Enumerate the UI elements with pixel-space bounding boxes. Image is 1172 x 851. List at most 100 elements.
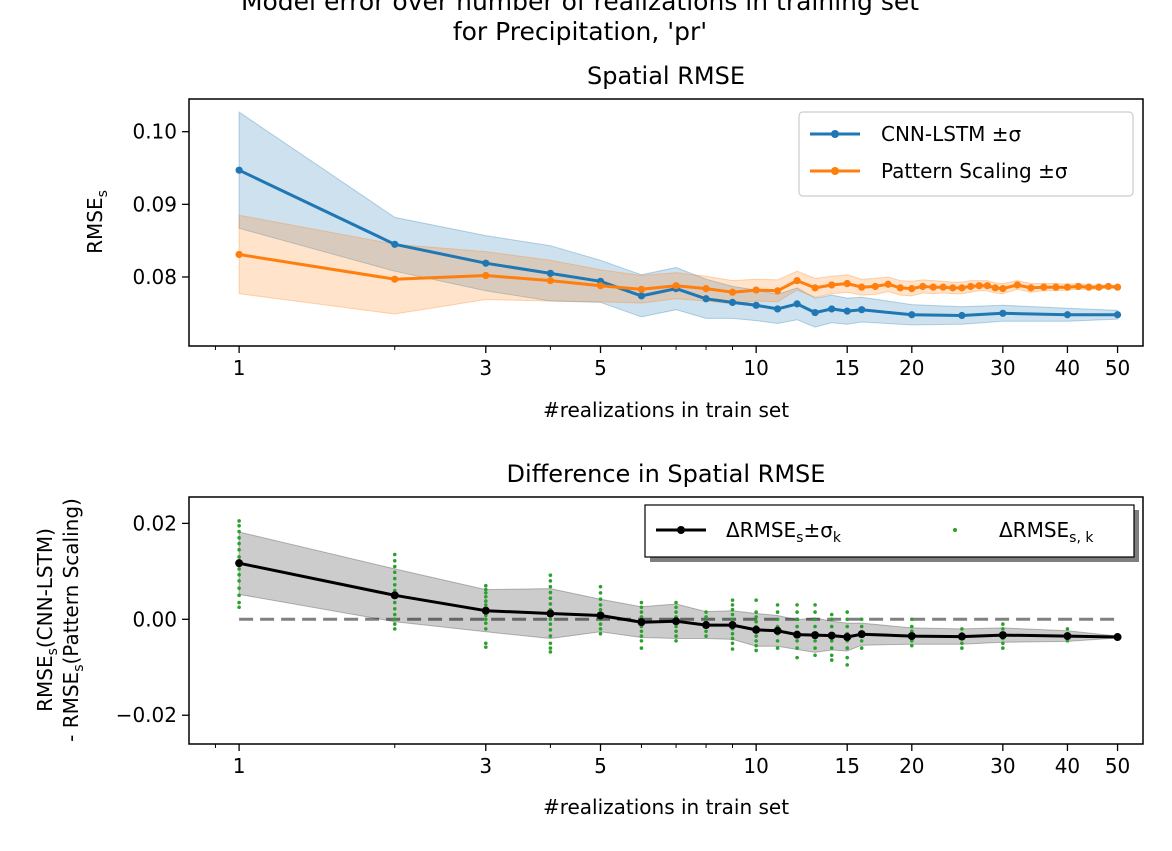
difference-line — [235, 559, 1122, 642]
scatter-point — [775, 603, 780, 607]
pattern-scaling-marker — [773, 287, 782, 295]
scatter-point — [392, 582, 397, 587]
scatter-point — [548, 628, 553, 632]
scatter-point — [548, 602, 553, 606]
difference-x-tick-label: 15 — [834, 754, 859, 778]
rmse-s-k-marker — [1063, 632, 1072, 641]
scatter-point — [237, 572, 241, 577]
scatter-point — [813, 646, 817, 650]
cnn-lstm-marker — [702, 295, 710, 303]
scatter-point — [795, 639, 799, 643]
scatter-point — [548, 579, 553, 583]
scatter-point — [548, 596, 553, 600]
pattern-scaling-marker — [1104, 282, 1112, 291]
scatter-point — [639, 646, 644, 650]
scatter-point — [392, 570, 397, 575]
scatter-point — [392, 600, 397, 605]
scatter-point — [674, 624, 678, 629]
difference-ylabel-line2-main: - RMSE — [59, 672, 83, 742]
rmse-s-k-marker — [752, 625, 761, 634]
scatter-point — [674, 634, 678, 638]
pattern-scaling-marker — [702, 285, 710, 293]
scatter-point — [754, 639, 758, 643]
scatter-point — [237, 579, 241, 583]
scatter-point — [484, 599, 488, 603]
pattern-scaling-marker — [896, 284, 904, 292]
difference-ylabel-line1-sub: s — [45, 648, 61, 655]
scatter-point — [392, 606, 397, 611]
scatter-point — [829, 624, 834, 629]
legend-delta-label: ΔRMSEs±σk — [726, 518, 842, 546]
rmse-s-k-marker — [481, 606, 490, 615]
scatter-point — [237, 523, 241, 528]
scatter-point — [845, 624, 849, 629]
scatter-point — [237, 586, 241, 590]
spatial-rmse-xlabel: #realizations in train set — [543, 398, 789, 422]
pattern-scaling-marker — [482, 271, 490, 280]
pattern-scaling-marker — [958, 284, 966, 292]
pattern-scaling-marker — [1040, 283, 1048, 291]
scatter-point — [775, 610, 780, 614]
pattern-scaling-marker — [811, 284, 819, 292]
scatter-point — [548, 634, 553, 638]
scatter-point — [639, 610, 644, 614]
scatter-point — [548, 617, 553, 622]
spatial-rmse-legend: CNN-LSTM ±σ Pattern Scaling ±σ — [798, 111, 1134, 197]
scatter-point — [813, 624, 817, 629]
spatial-rmse-x-tick-label: 15 — [834, 356, 859, 380]
difference-rmse-panel: Difference in Spatial RMSE 1 3 5 10 15 20 30 40… — [33, 460, 1144, 819]
pattern-scaling-marker — [1095, 283, 1103, 291]
scatter-point — [730, 603, 735, 607]
scatter-point — [484, 617, 488, 622]
scatter-point — [795, 624, 799, 629]
difference-x-tick-label: 40 — [1055, 754, 1080, 778]
scatter-point — [730, 641, 735, 646]
scatter-point — [795, 610, 799, 614]
scatter-point — [484, 621, 488, 625]
scatter-point — [598, 631, 603, 636]
scatter-point — [829, 612, 834, 617]
scatter-point — [598, 627, 603, 631]
scatter-point — [775, 639, 780, 643]
scatter-point — [639, 639, 644, 643]
scatter-point — [674, 610, 678, 614]
spatial-rmse-x-tick-label: 5 — [594, 356, 607, 380]
legend-pattern-scaling-label: Pattern Scaling ±σ — [881, 159, 1068, 183]
scatter-point — [845, 610, 849, 614]
pattern-scaling-marker — [1063, 283, 1072, 291]
pattern-scaling-marker — [983, 282, 991, 290]
rmse-s-k-marker — [235, 559, 244, 568]
scatter-point — [909, 643, 914, 648]
pattern-scaling-marker — [843, 279, 851, 288]
legend-delta-label-rest: ±σ — [803, 518, 833, 542]
spatial-rmse-y-tick-label: 0.10 — [132, 120, 177, 144]
scatter-point — [548, 584, 553, 589]
scatter-point — [237, 535, 241, 540]
spatial-rmse-ylabel: RMSEs — [83, 190, 111, 254]
scatter-point — [392, 558, 397, 563]
cnn-lstm-marker — [637, 292, 646, 300]
pattern-scaling-marker — [929, 283, 937, 291]
rmse-s-k-marker — [998, 631, 1007, 640]
scatter-point — [730, 598, 735, 602]
scatter-point — [730, 612, 735, 617]
difference-x-tick-label: 3 — [479, 754, 492, 778]
scatter-point — [392, 627, 397, 631]
difference-y-tick-label: 0.00 — [132, 607, 177, 631]
scatter-point — [754, 634, 758, 638]
pattern-scaling-marker — [949, 284, 957, 292]
scatter-point — [548, 590, 553, 595]
pattern-scaling-marker — [391, 275, 399, 283]
cnn-lstm-sigma-band — [238, 111, 1119, 328]
legend-scatter-label: ΔRMSEs, k — [999, 518, 1094, 546]
scatter-point — [829, 617, 834, 622]
spatial-rmse-y-ticks: 0.08 0.09 0.10 — [132, 120, 189, 289]
difference-ylabel-line1: RMSEs(CNN-LSTM) — [33, 528, 61, 712]
scatter-point — [639, 634, 644, 638]
spatial-rmse-x-tick-label: 30 — [990, 356, 1015, 380]
scatter-point — [704, 629, 708, 634]
difference-x-tick-label: 20 — [899, 754, 924, 778]
rmse-s-k-marker — [957, 632, 966, 641]
scatter-point — [392, 552, 397, 557]
scatter-point — [484, 591, 488, 595]
